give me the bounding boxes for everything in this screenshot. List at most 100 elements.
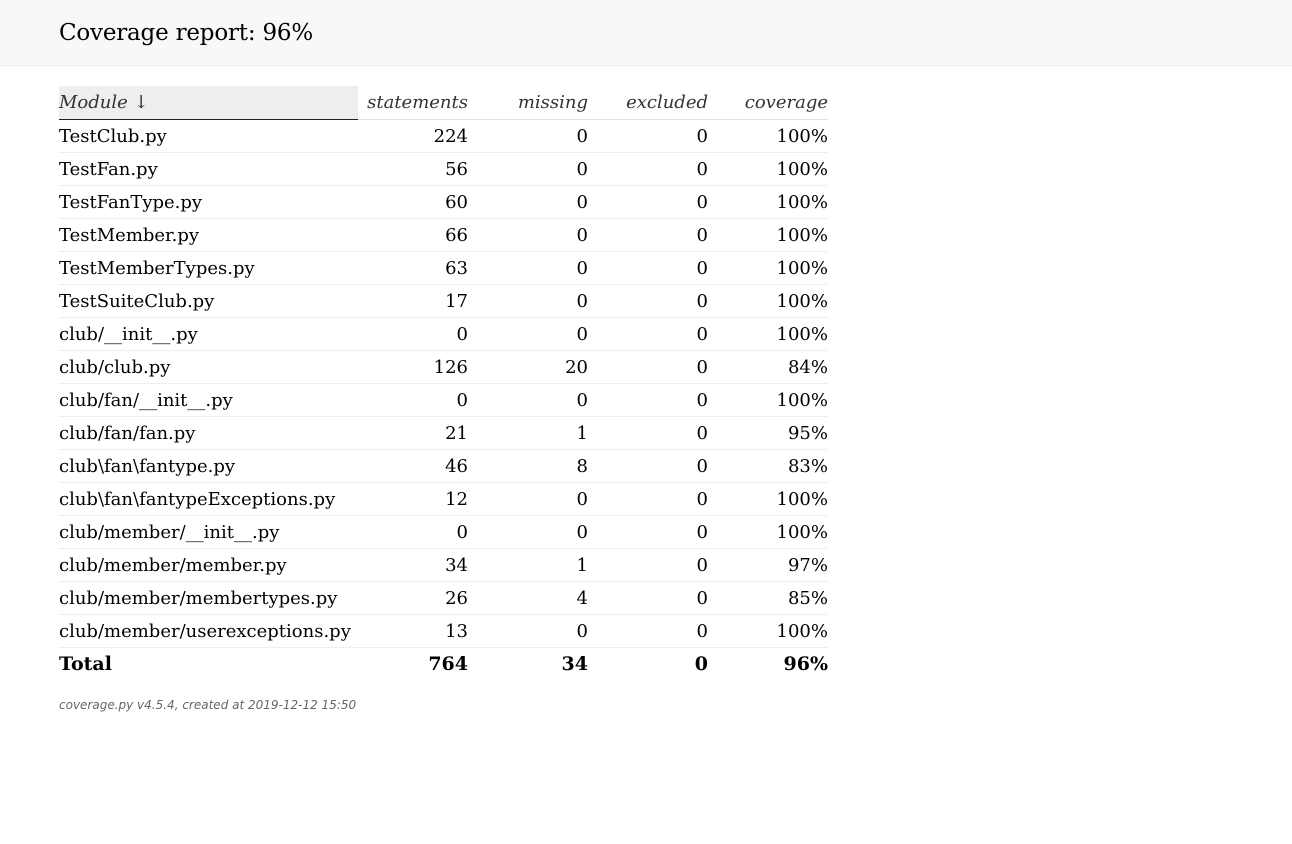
- table-row: club/fan/fan.py 21 1 0 95%: [59, 416, 828, 450]
- page-title: Coverage report: 96%: [59, 20, 313, 46]
- module-cell: club/member/member.py: [59, 548, 358, 582]
- coverage-cell: 83%: [708, 449, 828, 483]
- excluded-cell: 0: [588, 251, 708, 285]
- module-cell: club/__init__.py: [59, 317, 358, 351]
- statements-cell: 66: [358, 218, 468, 252]
- module-link[interactable]: TestMemberTypes.py: [59, 257, 255, 279]
- missing-cell: 0: [468, 185, 588, 219]
- table-row: club\fan\fantypeExceptions.py 12 0 0 100%: [59, 482, 828, 516]
- coverage-index: Module ↓ statements missing excluded cov…: [59, 86, 1292, 680]
- column-header-module[interactable]: Module ↓: [59, 86, 358, 120]
- coverage-cell: 95%: [708, 416, 828, 450]
- table-row: TestFan.py 56 0 0 100%: [59, 152, 828, 186]
- module-link[interactable]: club/club.py: [59, 356, 171, 378]
- module-cell: TestMember.py: [59, 218, 358, 252]
- column-header-statements[interactable]: statements: [358, 86, 468, 120]
- statements-cell: 126: [358, 350, 468, 384]
- statements-cell: 46: [358, 449, 468, 483]
- statements-cell: 34: [358, 548, 468, 582]
- total-missing: 34: [561, 653, 588, 675]
- missing-cell: 1: [468, 548, 588, 582]
- module-link[interactable]: club/member/membertypes.py: [59, 587, 338, 609]
- module-link[interactable]: TestClub.py: [59, 125, 167, 147]
- excluded-cell: 0: [588, 350, 708, 384]
- module-cell: club/member/userexceptions.py: [59, 614, 358, 648]
- coverage-cell: 100%: [708, 383, 828, 417]
- missing-cell: 0: [468, 614, 588, 648]
- missing-cell: 0: [468, 515, 588, 549]
- excluded-cell: 0: [588, 152, 708, 186]
- excluded-cell: 0: [588, 416, 708, 450]
- coverage-cell: 100%: [708, 284, 828, 318]
- module-link[interactable]: club/__init__.py: [59, 323, 198, 345]
- table-body: TestClub.py 224 0 0 100% TestFan.py 56 0 0 100% Te…: [59, 119, 828, 648]
- table-row: TestFanType.py 60 0 0 100%: [59, 185, 828, 219]
- coverage-cell: 97%: [708, 548, 828, 582]
- table-row: club/fan/__init__.py 0 0 0 100%: [59, 383, 828, 417]
- excluded-cell: 0: [588, 581, 708, 615]
- module-link[interactable]: club\fan\fantypeExceptions.py: [59, 488, 336, 510]
- module-link[interactable]: club/member/member.py: [59, 554, 287, 576]
- coverage-cell: 100%: [708, 218, 828, 252]
- coverage-py-link[interactable]: coverage.py v4.5.4: [59, 698, 175, 712]
- table-row: TestMemberTypes.py 63 0 0 100%: [59, 251, 828, 285]
- missing-cell: 0: [468, 152, 588, 186]
- column-header-missing[interactable]: missing: [468, 86, 588, 120]
- statements-cell: 56: [358, 152, 468, 186]
- total-label: Total: [59, 653, 112, 675]
- table-row: club\fan\fantype.py 46 8 0 83%: [59, 449, 828, 483]
- column-header-coverage[interactable]: coverage: [708, 86, 828, 120]
- missing-cell: 0: [468, 317, 588, 351]
- excluded-cell: 0: [588, 185, 708, 219]
- excluded-cell: 0: [588, 383, 708, 417]
- table-row: club/member/member.py 34 1 0 97%: [59, 548, 828, 582]
- statements-cell: 17: [358, 284, 468, 318]
- coverage-cell: 100%: [708, 317, 828, 351]
- statements-cell: 0: [358, 383, 468, 417]
- missing-cell: 0: [468, 251, 588, 285]
- excluded-cell: 0: [588, 119, 708, 153]
- coverage-table: Module ↓ statements missing excluded cov…: [59, 86, 828, 680]
- total-statements: 764: [428, 653, 468, 675]
- coverage-cell: 100%: [708, 251, 828, 285]
- table-footer: Total 764 34 0 96%: [59, 648, 828, 681]
- module-link[interactable]: club\fan\fantype.py: [59, 455, 236, 477]
- total-excluded: 0: [694, 653, 708, 675]
- coverage-cell: 100%: [708, 614, 828, 648]
- module-cell: club/member/__init__.py: [59, 515, 358, 549]
- excluded-cell: 0: [588, 449, 708, 483]
- module-cell: TestSuiteClub.py: [59, 284, 358, 318]
- module-cell: club/fan/__init__.py: [59, 383, 358, 417]
- statements-cell: 63: [358, 251, 468, 285]
- module-cell: club/club.py: [59, 350, 358, 384]
- module-cell: club\fan\fantypeExceptions.py: [59, 482, 358, 516]
- header-row: Module ↓ statements missing excluded cov…: [59, 86, 828, 120]
- module-link[interactable]: TestMember.py: [59, 224, 200, 246]
- statements-cell: 26: [358, 581, 468, 615]
- missing-cell: 20: [468, 350, 588, 384]
- missing-cell: 4: [468, 581, 588, 615]
- table-row: club/member/userexceptions.py 13 0 0 100%: [59, 614, 828, 648]
- module-link[interactable]: TestFan.py: [59, 158, 158, 180]
- module-link[interactable]: club/fan/fan.py: [59, 422, 196, 444]
- module-link[interactable]: club/member/__init__.py: [59, 521, 280, 543]
- module-link[interactable]: club/fan/__init__.py: [59, 389, 233, 411]
- module-link[interactable]: TestSuiteClub.py: [59, 290, 215, 312]
- column-header-excluded[interactable]: excluded: [588, 86, 708, 120]
- statements-cell: 0: [358, 317, 468, 351]
- table-row: TestSuiteClub.py 17 0 0 100%: [59, 284, 828, 318]
- module-link[interactable]: club/member/userexceptions.py: [59, 620, 351, 642]
- statements-cell: 21: [358, 416, 468, 450]
- excluded-cell: 0: [588, 548, 708, 582]
- module-cell: TestFanType.py: [59, 185, 358, 219]
- table-row: TestMember.py 66 0 0 100%: [59, 218, 828, 252]
- excluded-cell: 0: [588, 218, 708, 252]
- module-link[interactable]: TestFanType.py: [59, 191, 203, 213]
- coverage-cell: 100%: [708, 185, 828, 219]
- total-coverage: 96%: [783, 653, 829, 675]
- missing-cell: 0: [468, 284, 588, 318]
- coverage-cell: 100%: [708, 482, 828, 516]
- table-row: club/__init__.py 0 0 0 100%: [59, 317, 828, 351]
- statements-cell: 13: [358, 614, 468, 648]
- missing-cell: 0: [468, 482, 588, 516]
